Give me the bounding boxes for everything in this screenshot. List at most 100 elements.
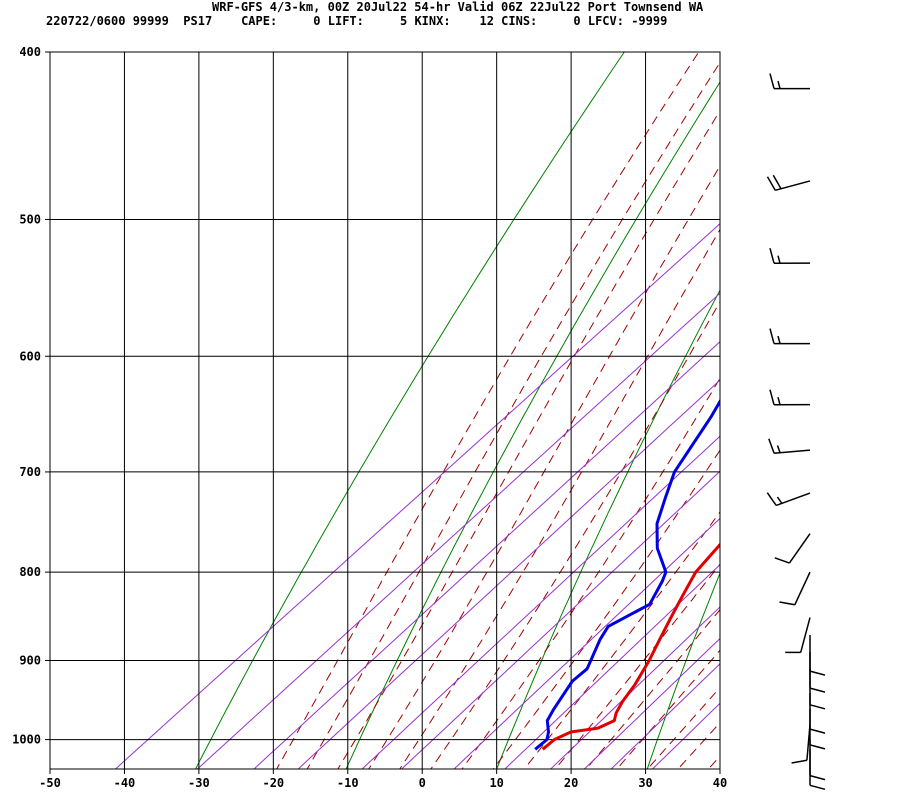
pressure-tick-labels: 400 500 600 700 800 900 1000 <box>12 45 41 747</box>
wind-barb-shaft <box>806 724 811 761</box>
moist-adiabat-line <box>707 755 720 769</box>
wind-barb <box>774 533 811 564</box>
wind-barb-half-flag <box>777 255 781 264</box>
wind-barb <box>791 724 811 764</box>
wind-barb-flag <box>766 492 777 506</box>
wind-barb-flag <box>769 248 775 264</box>
x-tick-label: 20 <box>564 776 578 790</box>
wind-barb-shaft <box>775 180 811 192</box>
y-tick-label: 800 <box>19 565 41 579</box>
wind-barb-flag <box>769 389 775 405</box>
wind-barb <box>766 492 811 507</box>
y-tick-label: 500 <box>19 212 41 226</box>
moist-adiabat-line <box>306 61 720 769</box>
wind-barb-flag <box>769 328 775 344</box>
wind-barb-flag <box>772 174 782 190</box>
wind-barb-flag <box>809 784 826 791</box>
moist-adiabat-line <box>399 228 720 769</box>
y-tick-label: 400 <box>19 45 41 59</box>
x-tick-label: 0 <box>419 776 426 790</box>
dry-adiabat-line <box>496 289 720 769</box>
mixing-ratio-line <box>453 517 720 769</box>
wind-barb-flag <box>809 774 826 781</box>
y-tick-label: 600 <box>19 349 41 363</box>
sounding-indices: 220722/0600 99999 PS17 CAPE: 0 LIFT: 5 K… <box>46 14 668 28</box>
wind-barb-half-flag <box>776 445 781 454</box>
wind-barb-flag <box>809 687 826 693</box>
wind-barb-half-flag <box>777 397 781 405</box>
dewpoint-profile-line <box>534 398 720 751</box>
mixing-ratio-line <box>549 606 720 769</box>
mixing-ratio-line <box>400 470 720 769</box>
x-tick-label: 30 <box>638 776 652 790</box>
x-tick-label: -50 <box>39 776 61 790</box>
wind-barb <box>769 73 811 90</box>
wind-barb-flag <box>774 557 790 564</box>
moist-adiabat-line <box>585 608 720 769</box>
dry-adiabat-line <box>646 571 720 769</box>
moist-adiabat-line <box>554 563 720 769</box>
mixing-ratio-line <box>196 292 720 769</box>
wind-barb <box>769 389 811 406</box>
wind-barb-flag <box>769 73 775 89</box>
plot-frame <box>49 51 721 770</box>
grid-lines <box>45 51 721 774</box>
wind-barb <box>809 749 826 791</box>
mixing-ratio-line <box>253 341 720 769</box>
mixing-ratio-line <box>361 435 720 769</box>
wind-barb-shaft <box>799 617 811 653</box>
wind-barb-half-flag <box>776 496 783 504</box>
x-tick-label: 10 <box>489 776 503 790</box>
wind-barb-flag <box>809 670 826 676</box>
moist-adiabat-line <box>461 377 720 769</box>
wind-barbs <box>766 73 826 791</box>
x-tick-label: -40 <box>114 776 136 790</box>
moist-adiabat-line <box>276 52 700 769</box>
wind-barb <box>769 328 811 345</box>
mixing-ratio-line <box>583 637 720 769</box>
x-tick-label: -30 <box>188 776 210 790</box>
moist-adiabat-line <box>646 686 720 769</box>
moist-adiabat-line <box>677 722 720 769</box>
profile-lines <box>534 398 720 751</box>
y-tick-label: 700 <box>19 465 41 479</box>
wind-barb <box>779 571 811 606</box>
wind-barb-flag <box>779 601 795 606</box>
temperature-tick-labels: -50 -40 -30 -20 -10 0 10 20 30 40 <box>39 776 727 790</box>
x-tick-label: 40 <box>713 776 727 790</box>
wind-barb-half-flag <box>777 80 781 89</box>
wind-barb <box>809 708 826 750</box>
mixing-ratio-line <box>504 563 720 769</box>
wind-barb <box>785 617 811 654</box>
moist-adiabat-line <box>523 511 720 769</box>
wind-barb-shaft <box>775 492 811 507</box>
wind-barb-flag <box>766 176 776 191</box>
wind-barb-flag <box>809 744 826 750</box>
dry-adiabat-line <box>786 14 900 800</box>
wind-barb-flag <box>809 728 826 734</box>
background-lines <box>114 14 900 800</box>
wind-barb-shaft <box>794 571 811 606</box>
mixing-ratio-line <box>610 663 720 769</box>
wind-barb-flag <box>768 438 775 454</box>
chart-title: WRF-GFS 4/3-km, 00Z 20Jul22 54-hr Valid … <box>212 0 704 14</box>
moist-adiabat-line <box>430 300 720 769</box>
mixing-ratio-line <box>651 702 720 769</box>
moist-adiabat-line <box>368 165 720 769</box>
wind-barb-half-flag <box>777 335 781 344</box>
x-tick-label: -20 <box>262 776 284 790</box>
wind-barb <box>809 693 826 734</box>
wind-barb-flag <box>809 704 826 710</box>
mixing-ratio-line <box>114 223 720 769</box>
moist-adiabat-line <box>337 109 720 769</box>
mixing-ratio-line <box>297 379 720 769</box>
temperature-profile-line <box>541 542 720 751</box>
wind-barb <box>766 174 811 192</box>
wind-barb-shaft <box>788 533 811 564</box>
wind-barb <box>809 635 826 676</box>
moist-adiabat-line <box>492 449 720 769</box>
x-tick-label: -10 <box>337 776 359 790</box>
y-tick-label: 900 <box>19 654 41 668</box>
y-tick-label: 1000 <box>12 733 41 747</box>
